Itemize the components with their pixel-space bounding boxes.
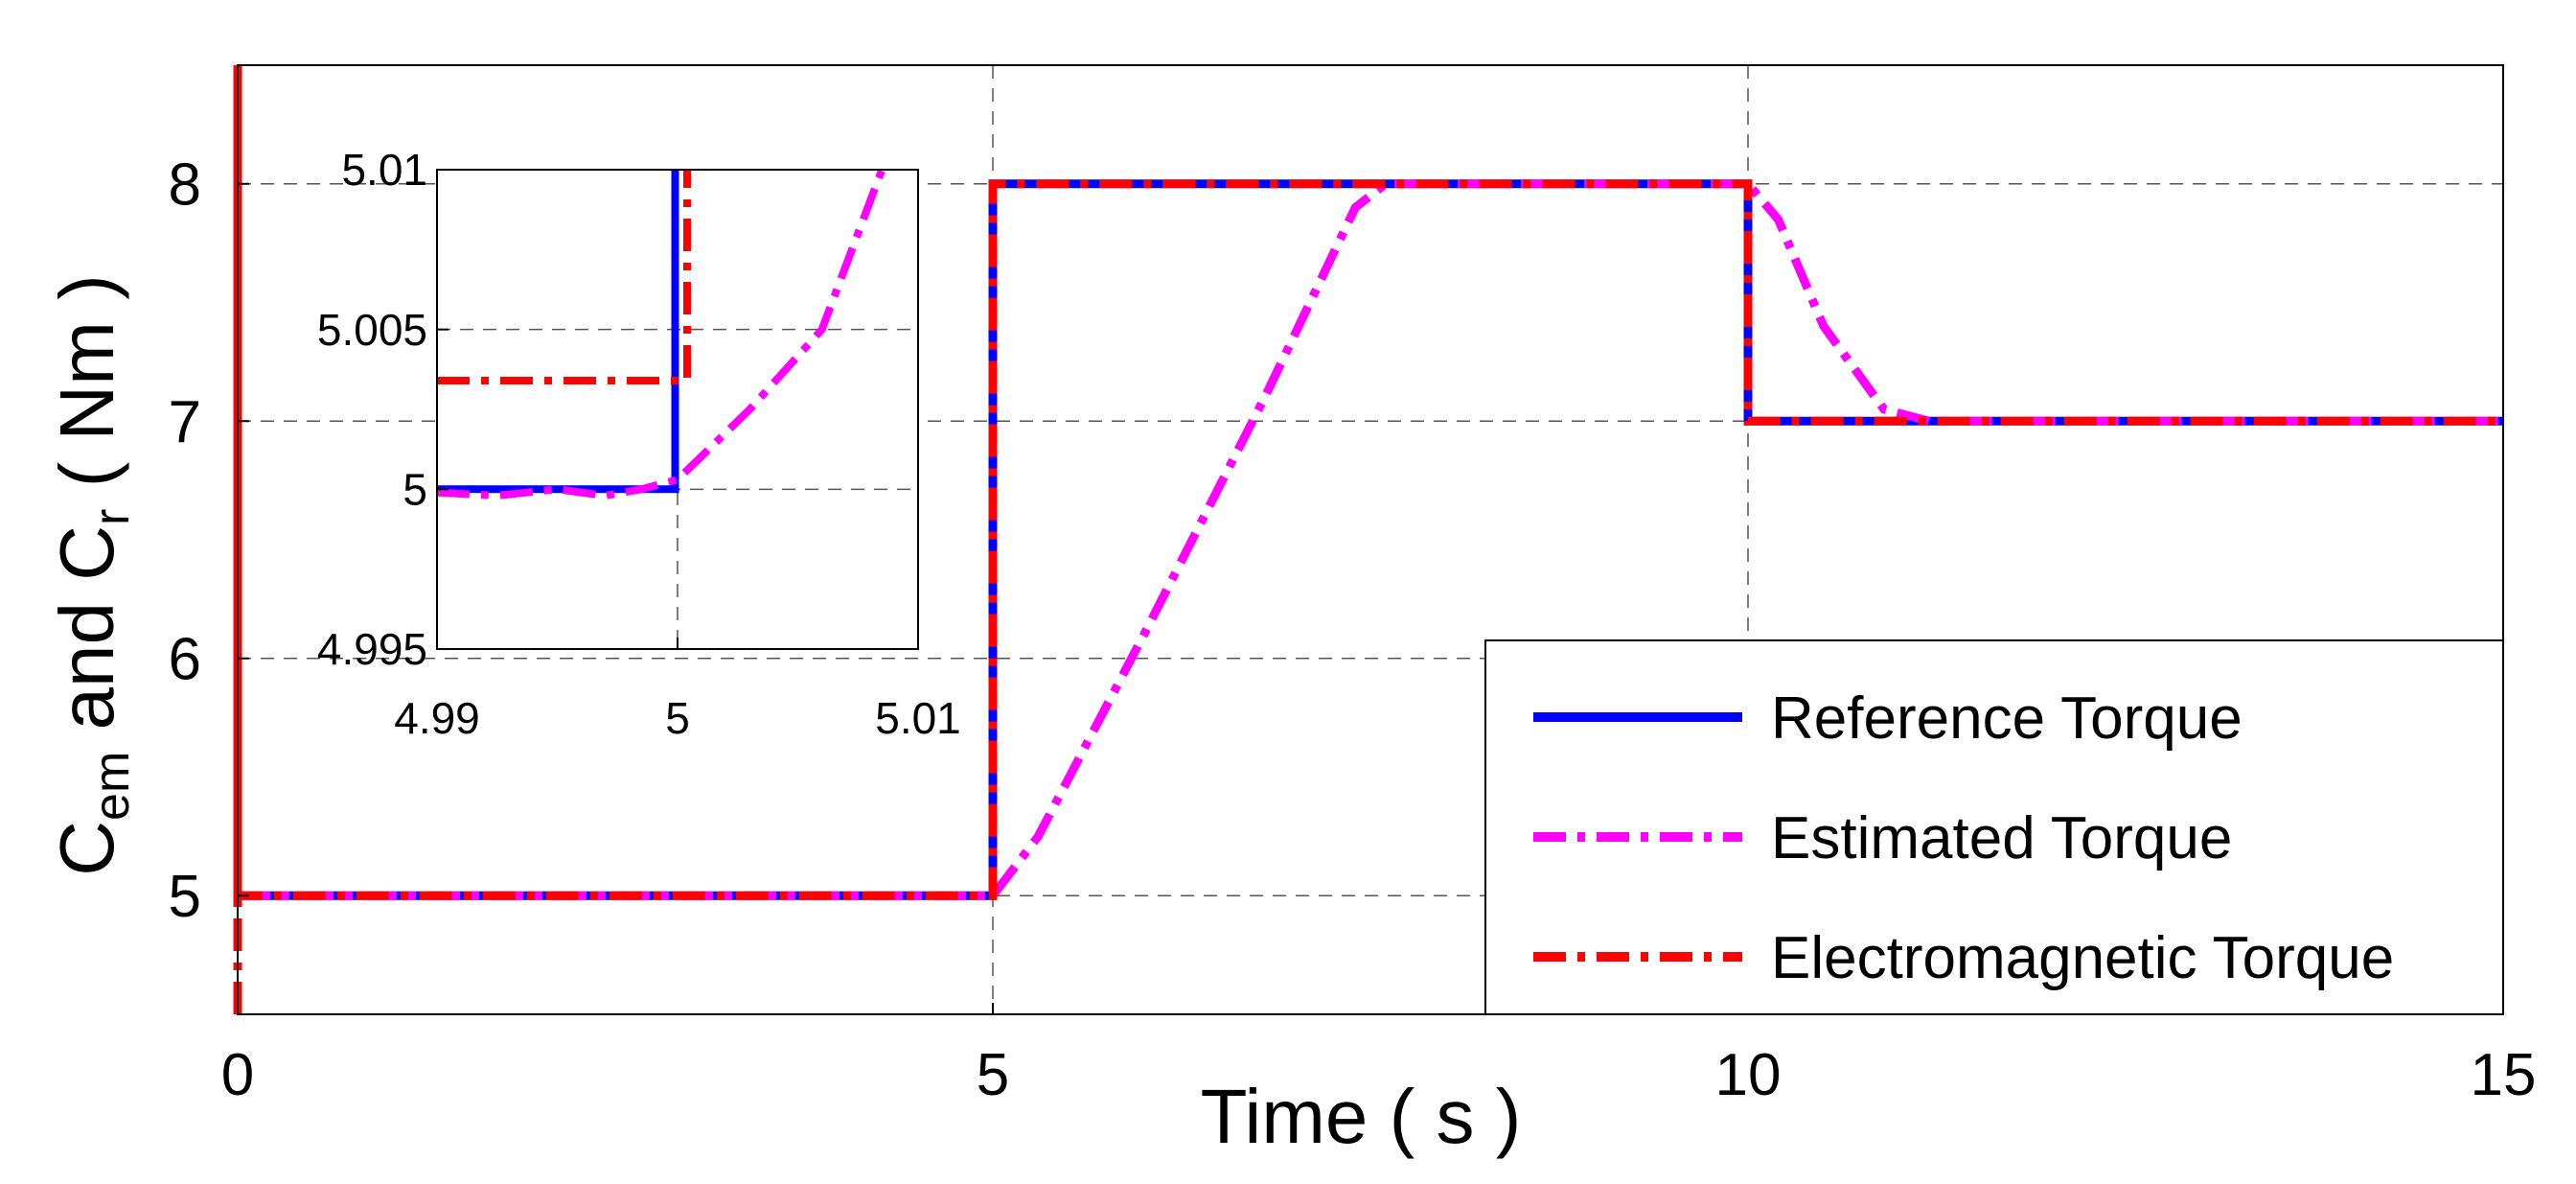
main-x-tick-label: 15 bbox=[2471, 1042, 2537, 1108]
y-axis-title: Cem and Cr ( Nm ) bbox=[44, 274, 140, 875]
inset-series bbox=[436, 168, 886, 500]
main-y-tick-label: 5 bbox=[169, 864, 201, 930]
legend-label: Electromagnetic Torque bbox=[1771, 925, 2394, 991]
inset-y-tick-label: 5 bbox=[402, 464, 427, 514]
inset-series-estimated-torque bbox=[436, 168, 886, 500]
legend-box bbox=[1484, 639, 2504, 1015]
main-series-estimated-torque bbox=[238, 179, 2503, 900]
main-y-tick-label: 6 bbox=[169, 626, 201, 692]
main-x-tick-label: 0 bbox=[221, 1042, 254, 1108]
y-axis-title-sub2: r bbox=[84, 509, 140, 525]
main-y-tick-label: 8 bbox=[169, 151, 201, 218]
inset-y-tick-label: 5.005 bbox=[317, 305, 427, 355]
inset-series-reference-torque bbox=[437, 170, 679, 494]
main-x-tick-label: 5 bbox=[977, 1042, 1009, 1108]
main-x-tick-label: 10 bbox=[1715, 1042, 1782, 1108]
legend-label: Estimated Torque bbox=[1771, 805, 2232, 871]
y-axis-title-sub1: em bbox=[84, 752, 140, 821]
inset-y-tick-label: 5.01 bbox=[341, 145, 427, 195]
y-axis-title-end: ( Nm ) bbox=[44, 274, 129, 508]
inset-y-tick-label: 4.995 bbox=[317, 624, 427, 674]
legend-label: Reference Torque bbox=[1771, 685, 2242, 752]
legend: Reference Torque Estimated Torque Electrom… bbox=[1484, 639, 2504, 1015]
inset-x-tick-label: 5 bbox=[665, 693, 690, 743]
main-ticks: 0 5 10 15 5 6 7 8 bbox=[169, 151, 2537, 1108]
main-y-tick-label: 7 bbox=[169, 389, 201, 455]
y-axis-title-mid: and C bbox=[44, 525, 129, 752]
inset-x-tick-label: 5.01 bbox=[875, 693, 961, 743]
inset-x-tick-label: 4.99 bbox=[394, 693, 480, 743]
y-axis-title-c1: C bbox=[44, 821, 129, 876]
main-plot-frame bbox=[237, 64, 2504, 1015]
x-axis-title: Time ( s ) bbox=[1201, 1074, 1522, 1159]
inset-series-electromagnetic-torque bbox=[437, 170, 691, 384]
